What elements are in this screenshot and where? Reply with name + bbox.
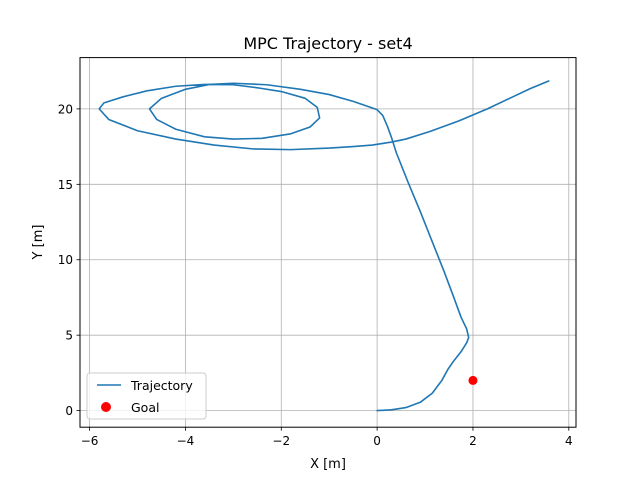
y-tick-label: 15 (58, 178, 73, 192)
trajectory-line (98, 80, 550, 412)
x-tick-label: −2 (272, 434, 290, 448)
axes-frame (79, 57, 577, 428)
grid-layer (80, 57, 576, 428)
chart-title: MPC Trajectory - set4 (243, 34, 412, 53)
x-tick-label: 0 (373, 434, 381, 448)
legend-goal-swatch (101, 402, 111, 412)
x-axis-label: X [m] (310, 457, 346, 472)
legend-goal-label: Goal (131, 400, 159, 415)
y-tick-label: 0 (65, 404, 73, 418)
data-layer (98, 80, 550, 412)
goal-marker (468, 375, 478, 385)
tick-layer: −6 −4 −2 0 2 4 0 5 10 15 20 (58, 102, 573, 448)
x-tick-label: −4 (177, 434, 195, 448)
y-tick-label: 20 (58, 102, 73, 116)
y-axis-label: Y [m] (31, 225, 46, 261)
x-tick-label: 2 (469, 434, 477, 448)
legend: Trajectory Goal (86, 372, 207, 420)
x-tick-label: 4 (565, 434, 573, 448)
y-tick-label: 10 (58, 253, 73, 267)
legend-trajectory-label: Trajectory (130, 378, 193, 393)
x-tick-label: −6 (81, 434, 99, 448)
y-tick-label: 5 (65, 329, 73, 343)
